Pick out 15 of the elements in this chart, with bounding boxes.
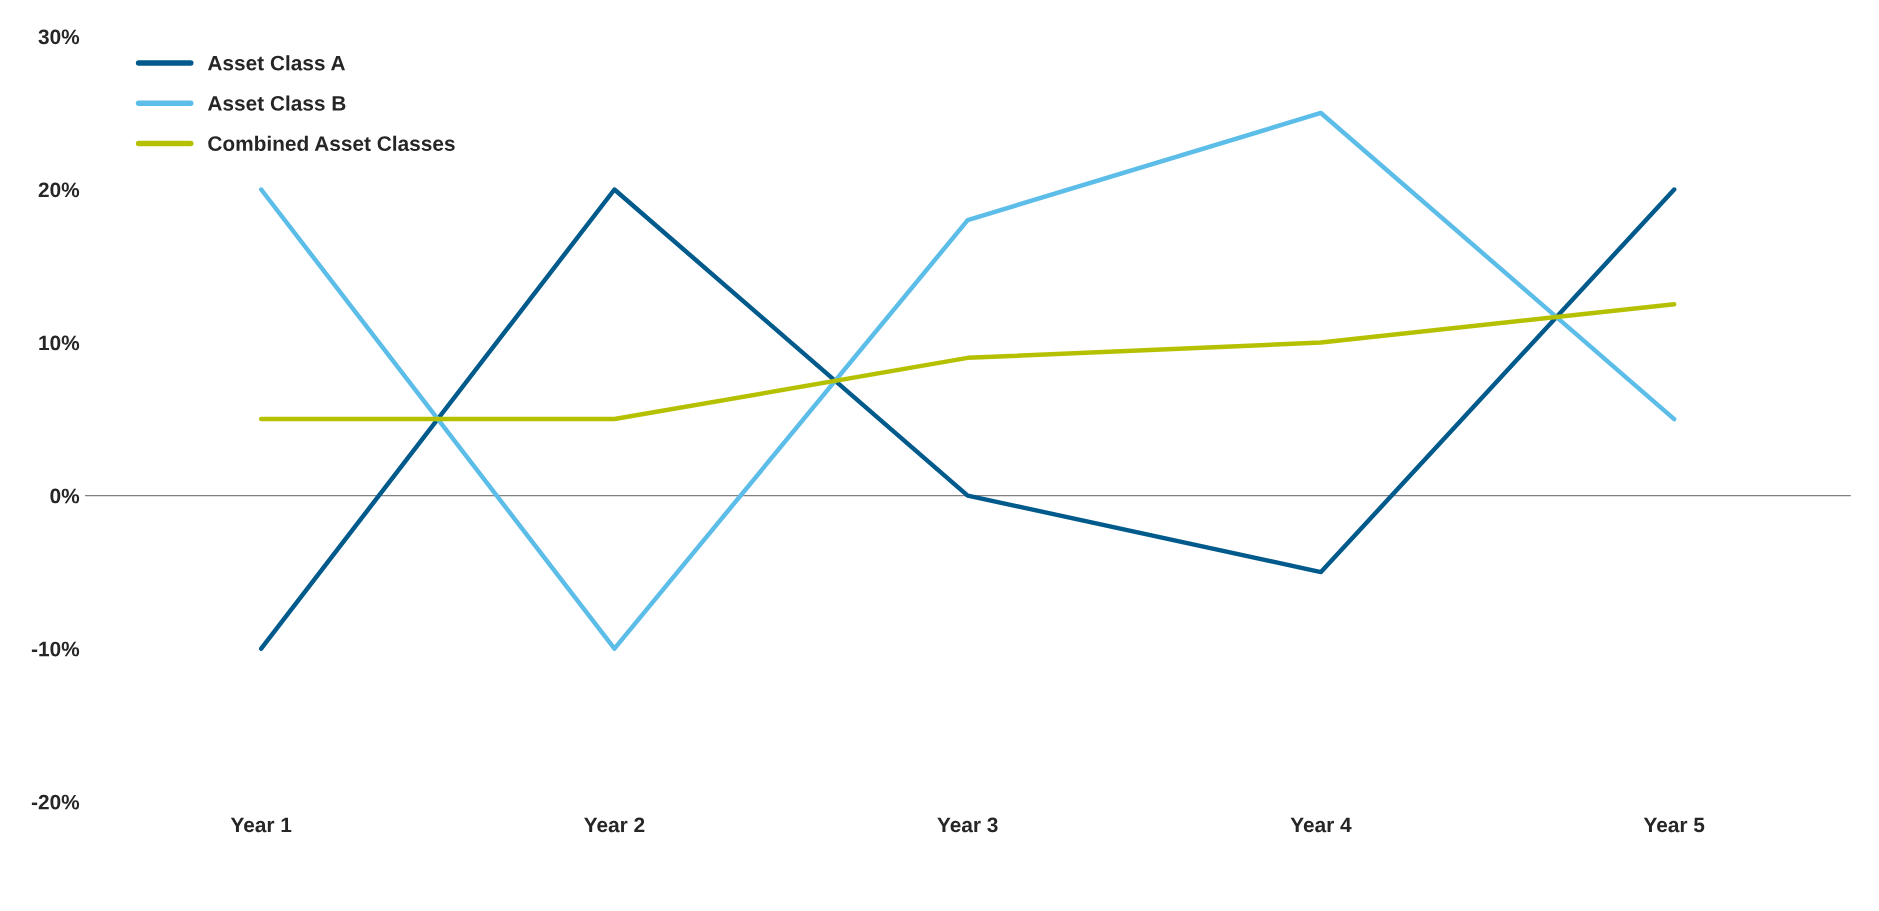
y-tick-label: 0% — [50, 488, 80, 504]
x-tick-label: Year 3 — [937, 817, 998, 833]
legend-label: Asset Class A — [207, 55, 346, 71]
line-series — [258, 302, 1677, 422]
y-tick-label: -10% — [31, 641, 80, 657]
legend-label: Asset Class B — [207, 95, 346, 111]
x-tick-label: Year 5 — [1643, 817, 1705, 833]
x-tick-label: Year 4 — [1290, 817, 1352, 833]
x-tick-label: Year 1 — [230, 817, 292, 833]
y-tick-label: 20% — [38, 182, 80, 198]
y-tick-label: 10% — [39, 335, 80, 351]
y-tick-label: 30% — [38, 29, 80, 45]
y-tick-label: -20% — [31, 794, 80, 810]
x-tick-label: Year 2 — [584, 817, 645, 833]
legend-label: Combined Asset Classes — [208, 135, 455, 151]
